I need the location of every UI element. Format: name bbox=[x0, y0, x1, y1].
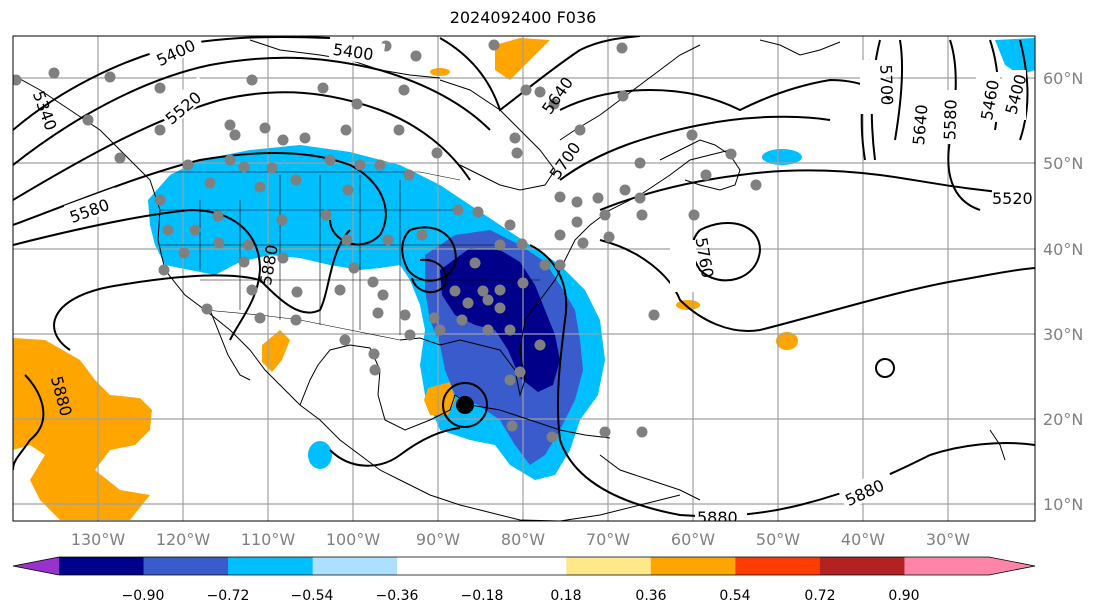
colorbar-tick-label: −0.18 bbox=[461, 588, 504, 604]
colorbar-extend-min bbox=[13, 557, 59, 575]
colorbar-tick-label: −0.54 bbox=[291, 588, 334, 604]
latitude-labels: 60°N 50°N 40°N 30°N 20°N 10°N bbox=[1043, 69, 1083, 514]
contour-label: 5700 bbox=[876, 64, 896, 105]
colorbar-segment bbox=[228, 557, 314, 575]
navy-region-core bbox=[440, 248, 560, 392]
colorbar-tick-label: 0.72 bbox=[804, 588, 835, 604]
colorbar-outline bbox=[12, 556, 1036, 576]
colorbar-segment bbox=[59, 557, 145, 575]
orange-patch-1 bbox=[262, 330, 290, 372]
map-frame bbox=[12, 35, 1036, 522]
colorbar-segment bbox=[735, 557, 821, 575]
colorbar-segment bbox=[397, 557, 483, 575]
lat-label: 40°N bbox=[1043, 240, 1083, 259]
colorbar-segment bbox=[650, 557, 736, 575]
map-title: 2024092400 F036 bbox=[449, 8, 597, 27]
colorbar-tick-label: −0.90 bbox=[122, 588, 165, 604]
colorbar-segment bbox=[819, 557, 905, 575]
longitude-labels: 130°W 120°W 110°W 100°W 90°W 80°W 70°W 6… bbox=[71, 530, 970, 549]
colorbar-tick-label: −0.36 bbox=[376, 588, 419, 604]
orange-patch-2 bbox=[424, 382, 455, 415]
cyan-patch-mexico bbox=[308, 441, 332, 469]
lon-label: 90°W bbox=[416, 530, 460, 549]
lon-label: 130°W bbox=[71, 530, 126, 549]
lat-label: 20°N bbox=[1043, 410, 1083, 429]
orange-patch-7 bbox=[430, 68, 450, 76]
colorbar-tick-label: 0.36 bbox=[635, 588, 666, 604]
contour-label: 5880 bbox=[697, 508, 738, 527]
lon-label: 60°W bbox=[671, 530, 715, 549]
colorbar-tick-label: 0.18 bbox=[550, 588, 581, 604]
colorbar-tick-label: −0.72 bbox=[207, 588, 250, 604]
orange-region-pacific bbox=[13, 338, 152, 520]
lon-label: 40°W bbox=[841, 530, 885, 549]
lat-label: 30°N bbox=[1043, 325, 1083, 344]
lon-label: 50°W bbox=[756, 530, 800, 549]
colorbar-segment bbox=[904, 557, 990, 575]
colorbar-ticks: −0.90 −0.72 −0.54 −0.36 −0.18 0.18 0.36 … bbox=[122, 588, 920, 604]
station-markers bbox=[13, 39, 762, 443]
colorbar-segment bbox=[143, 557, 229, 575]
lat-label: 60°N bbox=[1043, 69, 1083, 88]
lon-label: 120°W bbox=[156, 530, 211, 549]
colorbar-tick-label: 0.54 bbox=[719, 588, 750, 604]
lon-label: 80°W bbox=[501, 530, 545, 549]
colorbar-segment bbox=[481, 557, 567, 575]
colorbar bbox=[12, 556, 1036, 576]
colorbar-segment bbox=[566, 557, 652, 575]
colorbar-extend-max bbox=[989, 557, 1035, 575]
orange-patch-4 bbox=[776, 332, 798, 350]
contour-label: 5520 bbox=[992, 189, 1033, 208]
lon-label: 100°W bbox=[326, 530, 381, 549]
lat-label: 50°N bbox=[1043, 154, 1083, 173]
colorbar-segment bbox=[312, 557, 398, 575]
cyan-patch-atlantic bbox=[762, 149, 802, 165]
storm-center-marker bbox=[456, 396, 474, 414]
lon-label: 110°W bbox=[241, 530, 296, 549]
lat-label: 10°N bbox=[1043, 495, 1083, 514]
contour-label: 5580 bbox=[940, 99, 960, 140]
lon-label: 70°W bbox=[586, 530, 630, 549]
contour-label: 5640 bbox=[909, 104, 931, 146]
lon-label: 30°W bbox=[926, 530, 970, 549]
coastlines bbox=[13, 39, 1006, 521]
colorbar-tick-label: 0.90 bbox=[888, 588, 919, 604]
